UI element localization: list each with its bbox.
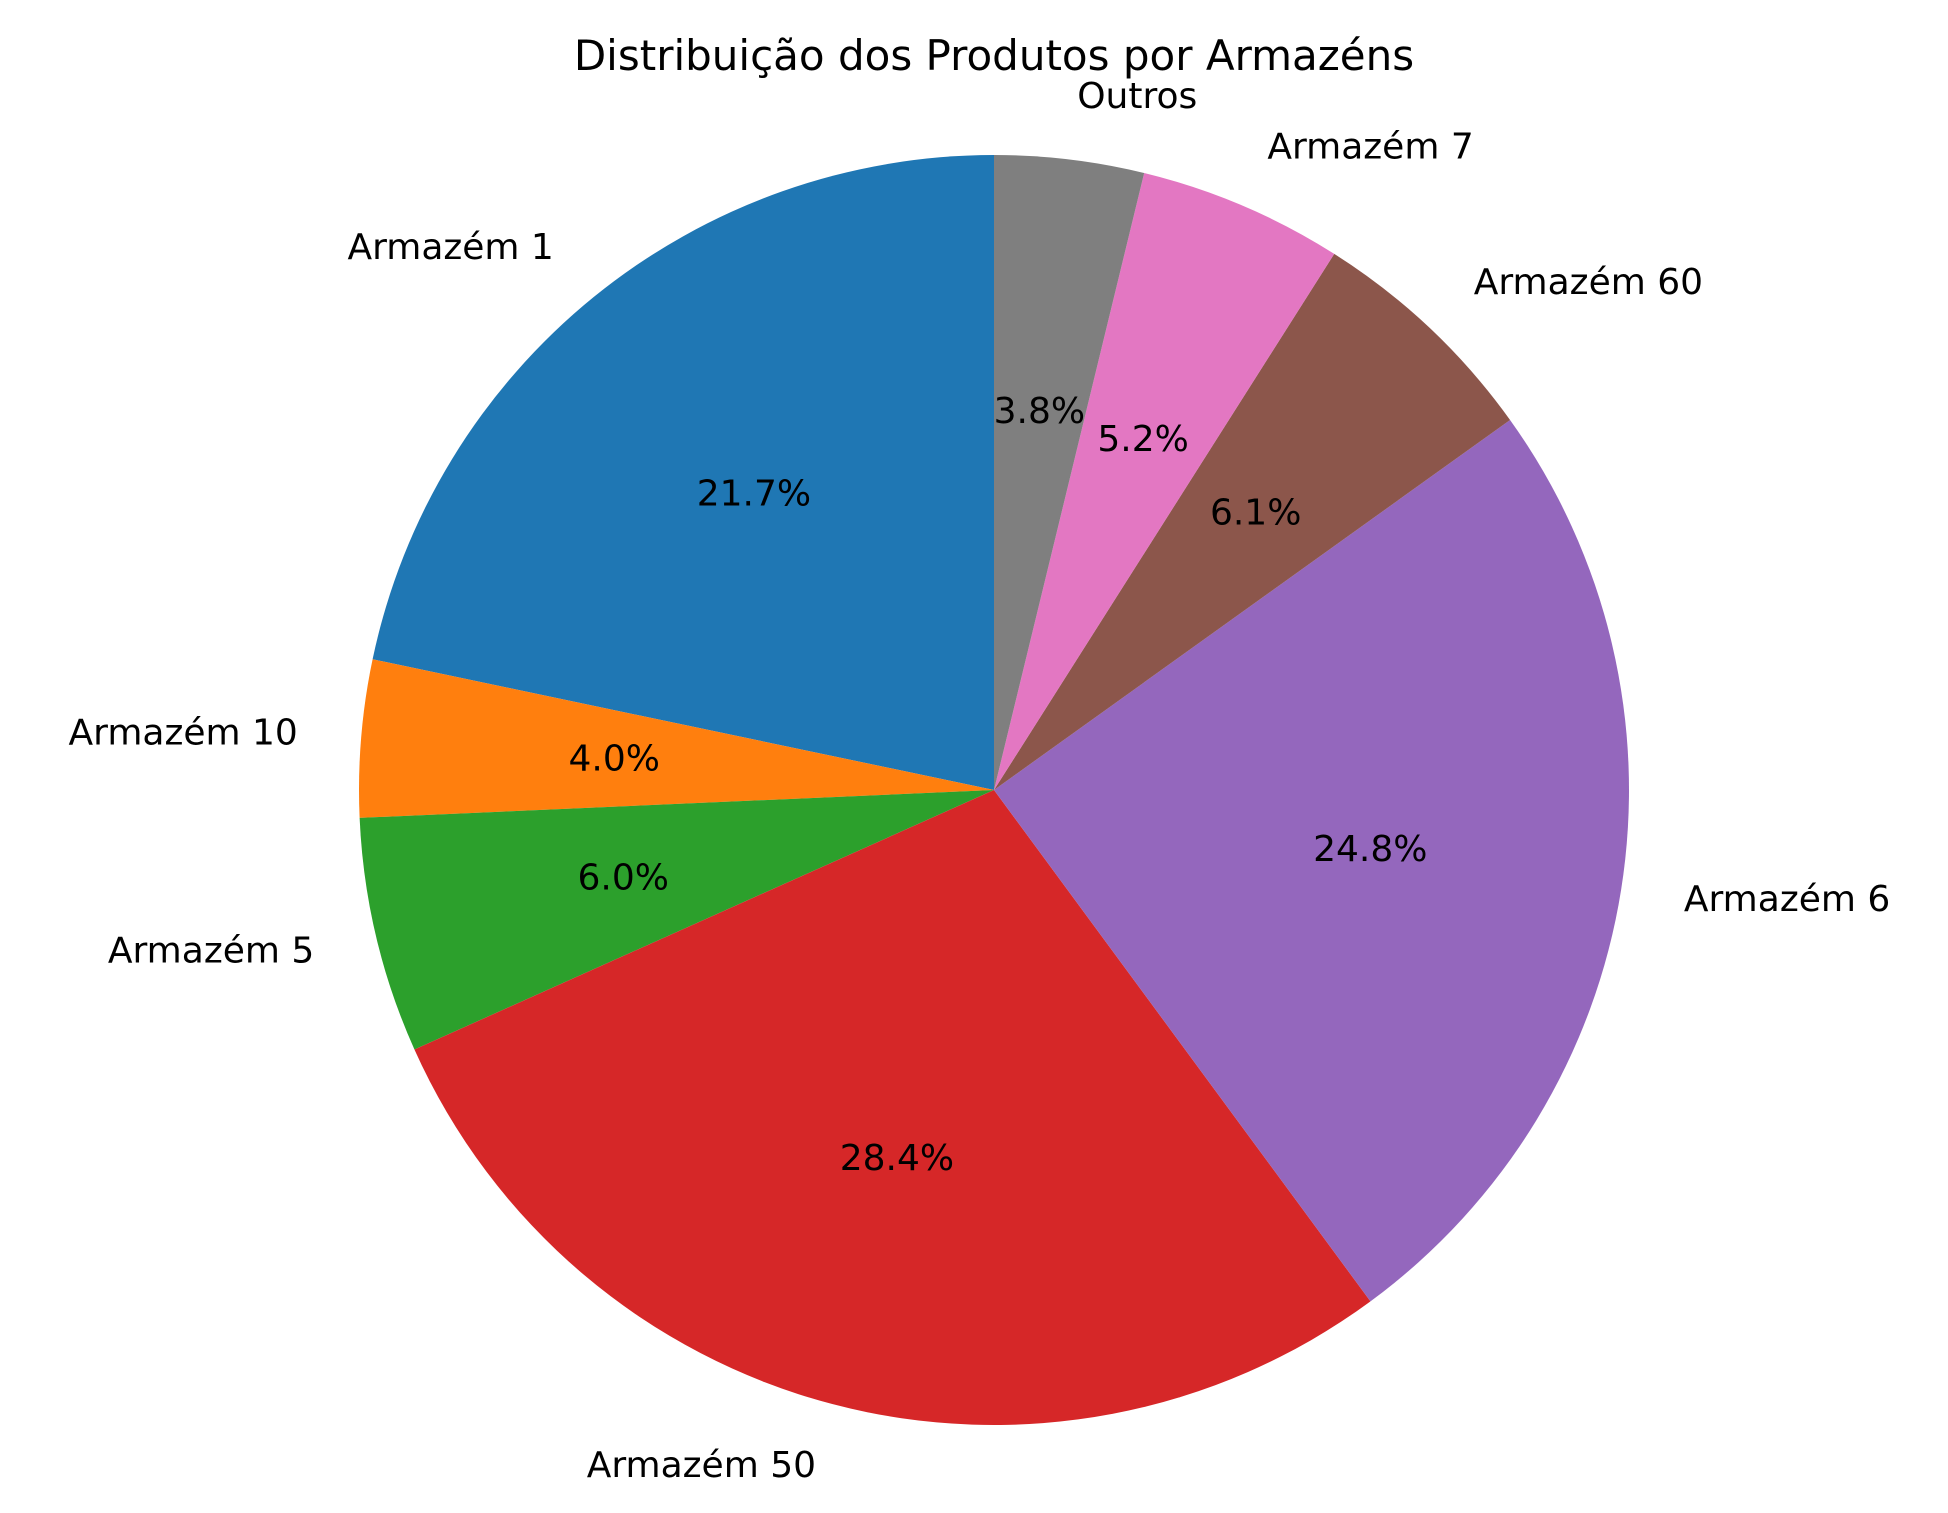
- slice-category-label: Outros: [1077, 76, 1197, 117]
- pie-slice: [994, 253, 1511, 791]
- slice-percent-label: 6.1%: [1210, 493, 1301, 534]
- pie-slice: [359, 790, 994, 1050]
- slice-percent-label: 21.7%: [697, 474, 811, 515]
- slice-category-label: Armazém 50: [587, 1445, 816, 1486]
- slice-category-label: Armazém 60: [1474, 262, 1703, 303]
- chart-title: Distribuição dos Produtos por Armazéns: [574, 31, 1414, 80]
- slice-percent-label: 4.0%: [569, 738, 660, 779]
- slice-percent-label: 5.2%: [1097, 419, 1188, 460]
- pie-slice: [994, 419, 1629, 1302]
- slice-percent-label: 6.0%: [578, 857, 669, 898]
- pie-slice: [994, 155, 1145, 790]
- pie-slice: [414, 790, 1371, 1426]
- slice-category-label: Armazém 10: [69, 713, 298, 754]
- slice-percent-label: 28.4%: [840, 1138, 954, 1179]
- slice-percent-label: 3.8%: [994, 391, 1085, 432]
- pie-slice: [372, 155, 994, 790]
- slice-category-label: Armazém 6: [1684, 879, 1890, 920]
- slice-percent-label: 24.8%: [1313, 829, 1427, 870]
- pie-slice: [358, 659, 994, 818]
- slice-category-label: Armazém 7: [1267, 127, 1473, 168]
- slice-category-label: Armazém 1: [347, 227, 553, 268]
- slice-category-label: Armazém 5: [108, 930, 314, 971]
- pie-labels: 21.7% Armazém 1 4.0% Armazém 10 6.0% Armazém …: [69, 76, 1891, 1486]
- pie-slice: [994, 173, 1335, 790]
- pie-slices: [358, 155, 1629, 1426]
